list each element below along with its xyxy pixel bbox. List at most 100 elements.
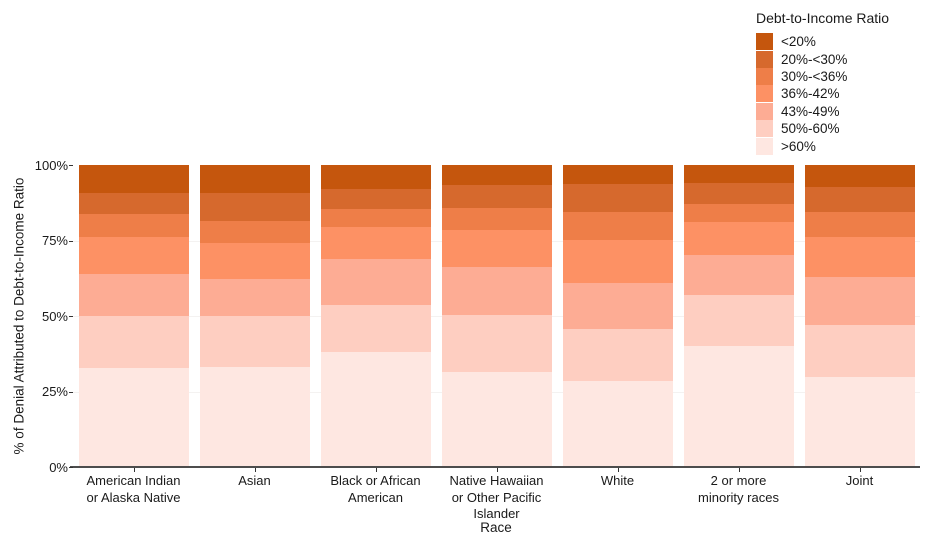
legend-item-label: <20% (781, 34, 816, 50)
bar-segment (441, 208, 552, 230)
y-tick-label: 25% (41, 384, 68, 399)
bar-segment (78, 368, 189, 467)
bar-segment (320, 352, 431, 467)
bar-segment (562, 165, 673, 185)
bar-segment (199, 242, 310, 279)
x-axis-title: Race (480, 520, 512, 535)
bar-segment (320, 165, 431, 190)
bar-segment (562, 239, 673, 283)
bar-segment (804, 325, 915, 378)
bar-segment (804, 165, 915, 188)
x-tick-label: White (600, 473, 635, 488)
bar-segment (683, 203, 794, 222)
legend-item-label: >60% (781, 138, 816, 154)
bar-segment (562, 184, 673, 212)
x-tick-mark (496, 468, 498, 472)
bar-segment (683, 183, 794, 204)
bar-segment (562, 282, 673, 330)
bar-segment (683, 165, 794, 184)
bar-segment (804, 236, 915, 277)
legend-item: 30%-<36% (756, 67, 889, 85)
bar-segment (441, 371, 552, 467)
x-tick-label: 2 or more minority races (698, 473, 779, 505)
bar-segment (441, 184, 552, 209)
y-tick-mark (69, 316, 73, 317)
bar-segment (320, 189, 431, 210)
x-tick-mark (738, 468, 740, 472)
bar-segment (804, 377, 915, 467)
y-tick-label: 100% (34, 157, 68, 173)
bar-segment (199, 278, 310, 316)
legend-swatch-icon (756, 50, 773, 68)
bar-segment (683, 345, 794, 467)
x-tick-mark (133, 468, 135, 472)
legend-item: 43%-49% (756, 102, 889, 120)
bar-segment (78, 213, 189, 238)
bar-segment (562, 329, 673, 381)
legend-item-label: 30%-<36% (781, 68, 848, 84)
legend-item-label: 36%-42% (781, 86, 840, 102)
y-tick-mark (69, 165, 73, 166)
x-tick-mark (375, 468, 377, 472)
legend-item: >60% (756, 137, 889, 155)
legend-item-label: 20%-<30% (781, 51, 848, 67)
x-tick-mark (859, 468, 861, 472)
y-tick-mark (69, 240, 73, 242)
stacked-bar (562, 165, 673, 467)
bar-segment (804, 212, 915, 237)
bar-segment (683, 294, 794, 346)
stacked-bar (78, 165, 189, 467)
bar-segment (441, 165, 552, 185)
bar-segment (441, 229, 552, 267)
y-tick-label: 0% (49, 459, 68, 475)
y-tick-mark (69, 391, 73, 393)
x-tick-label: Native Hawaiian or Other Pacific Islande… (449, 473, 544, 521)
legend-item-label: 50%-60% (781, 121, 840, 137)
bar-segment (199, 315, 310, 368)
bar-segment (804, 187, 915, 213)
stacked-bar (199, 165, 310, 467)
stacked-bar (683, 165, 794, 467)
bar-segment (562, 380, 673, 467)
bar-segment (441, 315, 552, 372)
x-tick-mark (617, 468, 619, 472)
bar-segment (78, 315, 189, 369)
plot-area (73, 165, 920, 467)
y-tick-mark (69, 467, 73, 468)
legend-item: 20%-<30% (756, 50, 889, 68)
bar-segment (199, 193, 310, 221)
bar-segment (683, 221, 794, 255)
legend-swatch-icon (756, 137, 773, 155)
legend-swatch-icon (756, 102, 773, 120)
legend-swatch-icon (756, 85, 773, 103)
x-tick-mark (254, 468, 256, 472)
y-tick-label: 50% (41, 308, 68, 324)
legend-swatch-icon (756, 33, 773, 51)
bar-segment (78, 237, 189, 275)
legend-item: 50%-60% (756, 120, 889, 138)
x-tick-label: Asian (238, 473, 271, 488)
x-tick-label: Black or African American (330, 473, 421, 505)
stacked-bar (441, 165, 552, 467)
legend: Debt-to-Income Ratio <20% 20%-<30% 30%-<36… (756, 10, 889, 155)
bar-segment (199, 220, 310, 243)
bar-segment (441, 266, 552, 316)
y-tick-label: 75% (41, 233, 68, 248)
bar-segment (78, 274, 189, 316)
x-axis-line (70, 466, 920, 468)
bar-segment (320, 304, 431, 353)
legend-swatch-icon (756, 120, 773, 138)
bar-segment (78, 165, 189, 194)
legend-swatch-icon (756, 67, 773, 85)
legend-item: 36%-42% (756, 85, 889, 103)
stacked-bar (804, 165, 915, 467)
legend-item: <20% (756, 33, 889, 51)
bar-segment (199, 165, 310, 194)
bar-segment (562, 211, 673, 240)
x-tick-label: Joint (845, 473, 874, 488)
bar-segment (320, 258, 431, 305)
legend-items: <20% 20%-<30% 30%-<36% 36%-42% 43%-49% 50%-60… (756, 33, 889, 155)
stacked-bar (320, 165, 431, 467)
x-tick-label: American Indian or Alaska Native (86, 473, 181, 505)
